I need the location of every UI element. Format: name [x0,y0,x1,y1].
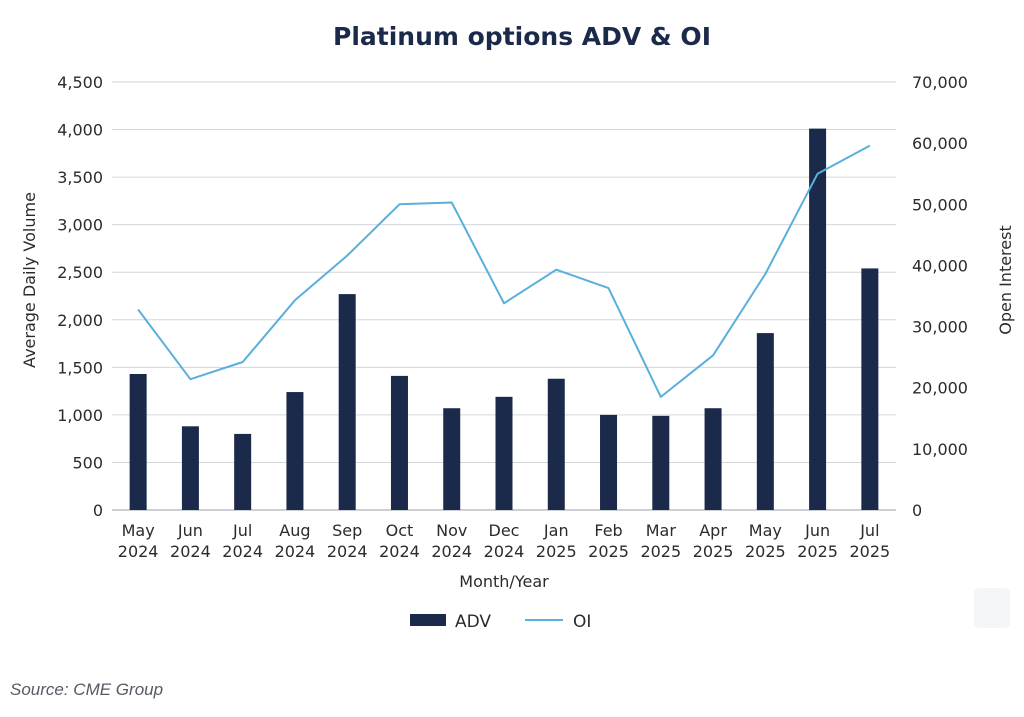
left-tick-label: 4,000 [57,121,103,140]
left-tick-label: 3,500 [57,168,103,187]
adv-bar [495,396,513,510]
x-tick-label-month: Jun [804,521,830,540]
right-tick-label: 40,000 [912,256,968,275]
right-tick-label: 30,000 [912,318,968,337]
x-tick-label-month: Jul [859,521,879,540]
legend-swatch-adv [410,614,446,626]
left-tick-label: 0 [93,501,103,520]
x-tick-label-month: Sep [332,521,362,540]
x-tick-label-month: May [749,521,782,540]
x-tick-label-month: Oct [386,521,414,540]
x-tick-label-year: 2024 [431,542,472,561]
x-tick-label-year: 2024 [118,542,159,561]
x-tick-label-month: Apr [699,521,727,540]
adv-bar [756,333,774,510]
x-tick-label-year: 2025 [588,542,629,561]
x-axis-label: Month/Year [459,572,549,591]
chart-title: Platinum options ADV & OI [333,22,711,51]
x-tick-label-year: 2024 [327,542,368,561]
x-tick-label-month: Jan [543,521,569,540]
adv-bar [181,426,199,510]
adv-bars [129,128,879,511]
oi-line-group [137,144,871,398]
x-tick-label-month: Jul [232,521,252,540]
x-tick-label-month: Dec [489,521,520,540]
adv-bar [286,392,304,510]
x-tick-label-year: 2024 [484,542,525,561]
x-tick-label-year: 2025 [745,542,786,561]
x-tick-label-month: May [122,521,155,540]
x-tick-label-month: Mar [646,521,677,540]
x-tick-label-year: 2024 [222,542,263,561]
adv-bar [443,408,461,510]
x-axis-ticks: May 2024 Jun 2024 Jul 2024 Aug 2024 Sep 2024 Oct 20… [118,521,890,561]
x-tick-label-year: 2024 [379,542,420,561]
right-tick-label: 70,000 [912,73,968,92]
x-tick-label-month: Nov [436,521,467,540]
adv-bar [809,128,827,511]
y-axis-right-label: Open Interest [996,225,1015,334]
left-tick-label: 1,000 [57,406,103,425]
right-tick-label: 0 [912,501,922,520]
x-tick-label-month: Feb [594,521,622,540]
x-tick-label-year: 2025 [797,542,838,561]
left-tick-label: 3,000 [57,216,103,235]
left-tick-label: 4,500 [57,73,103,92]
source-note: Source: CME Group [10,680,164,699]
x-tick-label-year: 2024 [275,542,316,561]
adv-bar [547,378,565,510]
x-tick-label-year: 2025 [536,542,577,561]
adv-bar [704,408,722,510]
adv-bar [390,375,408,510]
right-tick-label: 60,000 [912,134,968,153]
x-tick-label-year: 2024 [170,542,211,561]
adv-bar [861,268,879,510]
right-tick-label: 20,000 [912,379,968,398]
right-tick-label: 50,000 [912,195,968,214]
left-axis-ticks: 0 500 1,000 1,500 2,000 2,500 3,000 3,500 4,000 4… [57,73,103,520]
adv-bar [234,433,252,510]
x-tick-label-year: 2025 [640,542,681,561]
x-tick-label-year: 2025 [850,542,891,561]
left-tick-label: 500 [72,453,103,472]
right-axis-ticks: 0 10,000 20,000 30,000 40,000 50,000 60,000 70,… [912,73,968,520]
adv-bar [129,373,147,510]
adv-bar [338,294,356,510]
left-tick-label: 2,500 [57,263,103,282]
legend-label-oi: OI [573,612,591,632]
right-tick-label: 10,000 [912,440,968,459]
x-tick-label-month: Aug [279,521,310,540]
adv-bar [600,414,618,510]
x-tick-label-year: 2025 [693,542,734,561]
left-tick-label: 2,000 [57,311,103,330]
corner-badge [974,588,1010,628]
y-axis-left-label: Average Daily Volume [20,192,39,368]
left-tick-label: 1,500 [57,358,103,377]
legend-label-adv: ADV [455,612,491,632]
oi-line [137,144,871,398]
adv-bar [652,415,670,510]
legend: ADV OI [410,612,591,632]
x-tick-label-month: Jun [177,521,203,540]
